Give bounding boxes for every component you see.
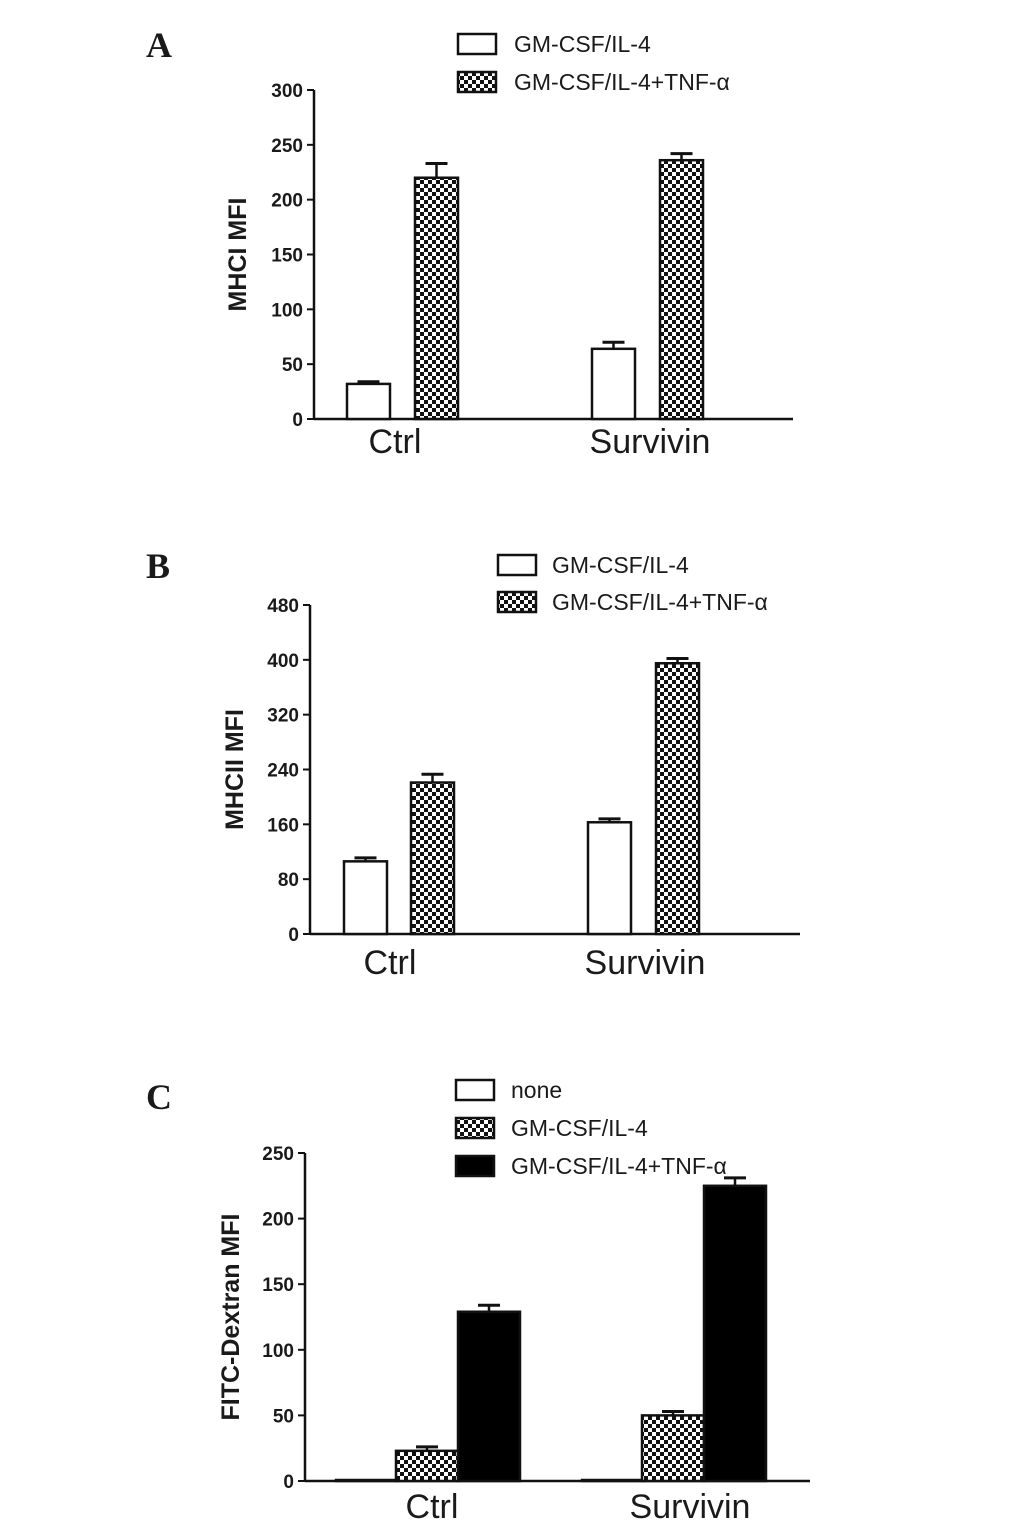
legend-swatch bbox=[454, 1154, 496, 1178]
y-tick-label: 160 bbox=[267, 815, 299, 836]
bar bbox=[394, 1449, 460, 1483]
legend-swatch bbox=[496, 590, 538, 614]
y-axis-title: MHCII MFI bbox=[221, 709, 249, 830]
y-tick-label: 250 bbox=[271, 136, 303, 157]
bar bbox=[640, 1414, 706, 1483]
y-tick-label: 300 bbox=[271, 81, 303, 102]
y-tick-label: 480 bbox=[267, 596, 299, 617]
y-axis-title: MHCI MFI bbox=[224, 198, 252, 312]
y-tick-label: 100 bbox=[271, 300, 303, 321]
y-tick-label: 200 bbox=[262, 1210, 294, 1231]
y-tick-label: 0 bbox=[283, 1472, 294, 1493]
category-label: Survivin bbox=[590, 423, 711, 461]
y-tick-label: 50 bbox=[273, 1406, 294, 1427]
panel-letter: C bbox=[146, 1077, 172, 1117]
plot-area: 0 80 160 240 320 400 480 MHCII MFI Ctrl Survivin G… bbox=[221, 552, 800, 982]
category-label: Ctrl bbox=[369, 423, 422, 461]
legend-label: GM-CSF/IL-4 bbox=[514, 31, 651, 57]
panel-letter: B bbox=[146, 546, 170, 586]
y-tick-label: 80 bbox=[278, 870, 299, 891]
y-tick-label: 0 bbox=[292, 410, 303, 431]
bar bbox=[590, 347, 637, 421]
y-tick-label: 150 bbox=[262, 1275, 294, 1296]
legend-label: GM-CSF/IL-4+TNF-α bbox=[552, 589, 768, 615]
legend-label: none bbox=[511, 1077, 562, 1103]
y-tick-label: 400 bbox=[267, 651, 299, 672]
panel-c: C 0 50 100 150 200 250 FITC-Dextran MFI Ctrl Sur… bbox=[146, 1077, 810, 1526]
category-label: Ctrl bbox=[364, 944, 417, 982]
bar bbox=[334, 1478, 400, 1483]
bar bbox=[409, 781, 456, 936]
bar bbox=[413, 176, 460, 421]
y-tick-label: 0 bbox=[288, 925, 299, 946]
y-tick-label: 250 bbox=[262, 1144, 294, 1165]
y-tick-label: 150 bbox=[271, 246, 303, 267]
legend-swatch bbox=[456, 70, 498, 94]
y-tick-label: 320 bbox=[267, 706, 299, 727]
bar bbox=[342, 860, 389, 936]
legend-swatch bbox=[496, 553, 538, 577]
y-tick-label: 240 bbox=[267, 761, 299, 782]
panel-letter: A bbox=[146, 25, 172, 65]
plot-area: 0 50 100 150 200 250 FITC-Dextran MFI Ctrl Survi… bbox=[217, 1077, 810, 1526]
legend-label: GM-CSF/IL-4 bbox=[552, 552, 689, 578]
plot-area: 0 50 100 150 200 250 300 MHCI MFI Ctrl Survivin GM… bbox=[224, 31, 793, 461]
y-tick-label: 200 bbox=[271, 191, 303, 212]
legend-swatch bbox=[456, 32, 498, 56]
bar bbox=[654, 662, 701, 936]
bar bbox=[580, 1478, 646, 1483]
legend-swatch bbox=[454, 1116, 496, 1140]
bar bbox=[658, 158, 705, 421]
legend-swatch bbox=[454, 1078, 496, 1102]
y-axis-title: FITC-Dextran MFI bbox=[217, 1214, 245, 1421]
bar bbox=[586, 821, 633, 936]
bar bbox=[345, 382, 392, 421]
panel-a: A 0 50 100 150 200 250 300 MHCI MFI Ctrl Survivin… bbox=[146, 25, 793, 461]
category-label: Survivin bbox=[630, 1488, 751, 1526]
category-label: Survivin bbox=[585, 944, 706, 982]
panel-b: B 0 80 160 240 320 400 480 MHCII MFI Ctrl Survivi… bbox=[146, 546, 800, 982]
legend-label: GM-CSF/IL-4 bbox=[511, 1115, 648, 1141]
legend-label: GM-CSF/IL-4+TNF-α bbox=[511, 1153, 727, 1179]
bar bbox=[702, 1184, 768, 1483]
y-tick-label: 50 bbox=[282, 355, 303, 376]
category-label: Ctrl bbox=[406, 1488, 459, 1526]
y-tick-label: 100 bbox=[262, 1341, 294, 1362]
bar bbox=[456, 1310, 522, 1483]
legend-label: GM-CSF/IL-4+TNF-α bbox=[514, 69, 730, 95]
